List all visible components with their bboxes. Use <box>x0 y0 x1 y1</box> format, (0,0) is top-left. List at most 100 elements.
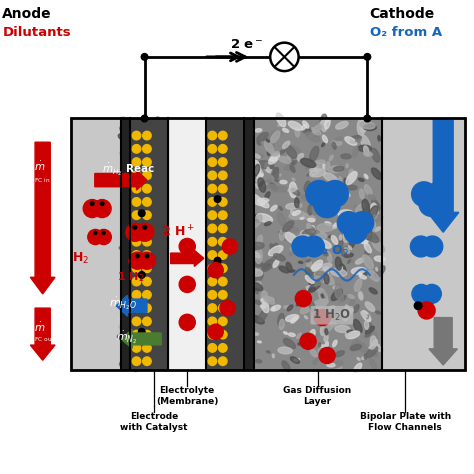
Ellipse shape <box>276 113 286 127</box>
Ellipse shape <box>128 307 138 314</box>
Ellipse shape <box>351 229 356 234</box>
Ellipse shape <box>285 145 297 159</box>
Text: $\dot{m}_{H_2O}$: $\dot{m}_{H_2O}$ <box>109 295 137 311</box>
Ellipse shape <box>354 214 357 220</box>
Ellipse shape <box>365 334 370 337</box>
Circle shape <box>219 131 227 140</box>
Ellipse shape <box>144 120 150 127</box>
Ellipse shape <box>259 182 272 188</box>
Ellipse shape <box>123 131 130 136</box>
Ellipse shape <box>125 333 136 339</box>
Circle shape <box>314 191 340 218</box>
Ellipse shape <box>306 164 311 169</box>
Ellipse shape <box>148 160 157 165</box>
Ellipse shape <box>255 248 262 264</box>
Ellipse shape <box>155 121 164 133</box>
Ellipse shape <box>139 128 144 131</box>
Ellipse shape <box>138 310 147 316</box>
Circle shape <box>132 224 141 233</box>
Ellipse shape <box>159 249 165 259</box>
Text: Electrolyte
(Membrane): Electrolyte (Membrane) <box>156 386 219 406</box>
Ellipse shape <box>137 213 146 219</box>
Ellipse shape <box>268 184 280 192</box>
Ellipse shape <box>320 114 327 128</box>
Ellipse shape <box>307 223 312 233</box>
Ellipse shape <box>164 210 168 214</box>
Ellipse shape <box>309 329 315 340</box>
Ellipse shape <box>159 118 165 127</box>
Ellipse shape <box>322 264 332 268</box>
Ellipse shape <box>295 198 299 208</box>
Ellipse shape <box>346 193 350 196</box>
Ellipse shape <box>312 170 315 173</box>
Ellipse shape <box>146 305 154 315</box>
Ellipse shape <box>156 151 163 163</box>
Bar <box>206 118 244 370</box>
Circle shape <box>208 184 217 193</box>
Ellipse shape <box>146 181 152 191</box>
Circle shape <box>208 158 217 166</box>
Ellipse shape <box>141 326 145 329</box>
Ellipse shape <box>118 134 129 141</box>
Ellipse shape <box>139 179 149 189</box>
Ellipse shape <box>163 261 168 271</box>
Text: 1 H$_2$O: 1 H$_2$O <box>312 308 351 323</box>
Ellipse shape <box>124 189 134 198</box>
Ellipse shape <box>145 171 148 173</box>
Ellipse shape <box>340 264 346 274</box>
Ellipse shape <box>142 163 143 166</box>
Circle shape <box>364 54 371 60</box>
Ellipse shape <box>157 155 160 161</box>
Ellipse shape <box>326 341 328 347</box>
Ellipse shape <box>376 267 378 271</box>
Ellipse shape <box>343 307 350 321</box>
Ellipse shape <box>142 169 148 175</box>
Ellipse shape <box>145 303 149 312</box>
Circle shape <box>143 198 151 206</box>
Circle shape <box>132 184 141 193</box>
Ellipse shape <box>123 183 126 186</box>
Ellipse shape <box>363 125 368 129</box>
Ellipse shape <box>132 125 137 133</box>
Ellipse shape <box>135 165 142 169</box>
Ellipse shape <box>257 154 264 157</box>
Ellipse shape <box>368 195 376 200</box>
Ellipse shape <box>264 162 269 171</box>
Ellipse shape <box>305 275 314 283</box>
Ellipse shape <box>289 249 294 256</box>
Ellipse shape <box>144 348 147 353</box>
Ellipse shape <box>255 168 264 176</box>
Ellipse shape <box>331 141 342 146</box>
Circle shape <box>132 357 141 365</box>
Ellipse shape <box>132 128 141 134</box>
Ellipse shape <box>133 298 138 304</box>
Ellipse shape <box>161 235 168 245</box>
Ellipse shape <box>132 184 138 188</box>
Ellipse shape <box>290 165 295 173</box>
Ellipse shape <box>291 247 299 253</box>
Ellipse shape <box>139 133 148 144</box>
Ellipse shape <box>254 333 259 335</box>
Ellipse shape <box>365 243 371 253</box>
FancyArrow shape <box>428 118 459 232</box>
Ellipse shape <box>134 365 141 372</box>
Ellipse shape <box>372 240 384 252</box>
Ellipse shape <box>335 325 350 332</box>
Ellipse shape <box>279 206 283 210</box>
Ellipse shape <box>140 128 147 135</box>
Ellipse shape <box>121 315 126 318</box>
Text: $_{\rm FC\ out}$: $_{\rm FC\ out}$ <box>34 336 55 344</box>
Ellipse shape <box>302 229 316 236</box>
Circle shape <box>129 252 146 269</box>
Text: 1 H$_2$: 1 H$_2$ <box>117 270 144 284</box>
Ellipse shape <box>254 271 264 284</box>
FancyArrow shape <box>171 250 204 266</box>
Ellipse shape <box>144 117 149 125</box>
Ellipse shape <box>149 132 155 138</box>
Ellipse shape <box>307 259 311 269</box>
Ellipse shape <box>139 258 143 263</box>
Ellipse shape <box>140 152 142 155</box>
Circle shape <box>132 291 141 299</box>
Circle shape <box>208 263 223 278</box>
Ellipse shape <box>350 345 361 350</box>
